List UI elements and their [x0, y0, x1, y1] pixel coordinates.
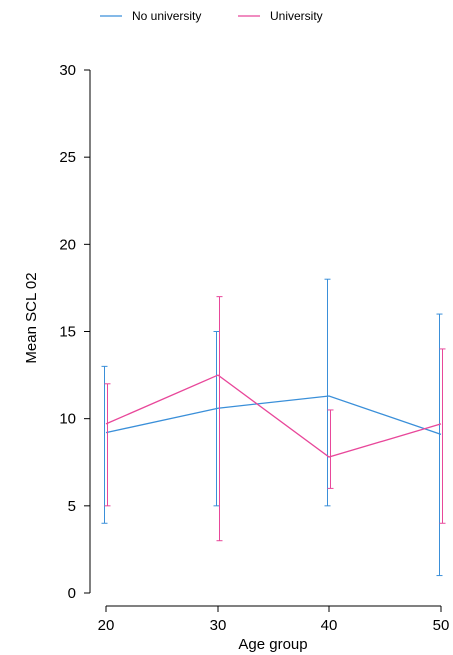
- error-bar-university: [216, 296, 223, 542]
- legend-label-no-university: No university: [132, 9, 201, 23]
- series-university: [104, 296, 446, 542]
- x-tick-label: 50: [433, 617, 450, 634]
- y-tick-label: 15: [59, 324, 76, 341]
- y-tick-label: 0: [68, 585, 76, 602]
- y-tick-label: 10: [59, 411, 76, 428]
- error-bar-university: [327, 409, 334, 489]
- y-axis-title: Mean SCL 02: [23, 272, 40, 363]
- y-tick-label: 5: [68, 498, 76, 515]
- series-line-university: [105, 374, 442, 458]
- legend: No university University: [100, 9, 323, 23]
- x-tick-label: 20: [98, 617, 115, 634]
- error-bar-no-university: [101, 365, 108, 524]
- error-bar-no-university: [436, 313, 443, 577]
- y-tick-label: 20: [59, 236, 76, 253]
- error-bar-university: [439, 348, 446, 524]
- plot-area: [101, 278, 446, 577]
- series-no-university: [101, 278, 443, 577]
- x-tick-label: 30: [210, 617, 227, 634]
- y-tick-label: 25: [59, 149, 76, 166]
- error-bar-no-university: [213, 331, 220, 507]
- error-bar-no-university: [324, 278, 331, 507]
- y-tick-label: 30: [59, 62, 76, 79]
- error-bar-university: [104, 383, 111, 507]
- x-ticks: 20 30 40 50: [98, 606, 450, 634]
- y-ticks: 0 5 10 15 20 25 30: [59, 62, 90, 602]
- x-tick-label: 40: [321, 617, 338, 634]
- x-axis-title: Age group: [238, 636, 307, 653]
- legend-label-university: University: [270, 9, 323, 23]
- y-axis: 0 5 10 15 20 25 30: [59, 62, 91, 602]
- x-axis: 20 30 40 50: [98, 605, 450, 634]
- series-line-no-university: [105, 395, 442, 435]
